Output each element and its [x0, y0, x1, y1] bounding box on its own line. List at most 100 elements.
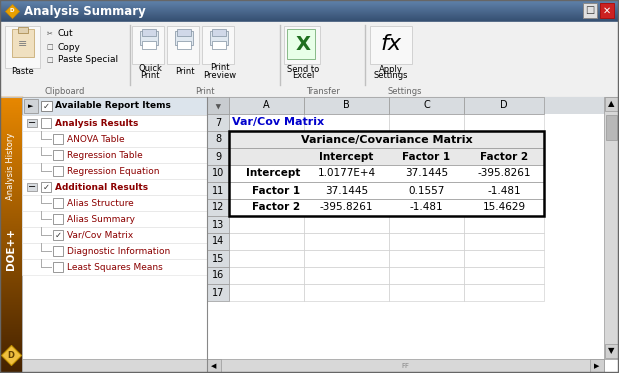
Bar: [389, 148, 464, 165]
Bar: [207, 267, 229, 284]
Bar: [229, 216, 304, 233]
Text: □: □: [46, 44, 53, 50]
Bar: [229, 131, 544, 216]
Text: Print: Print: [210, 63, 230, 72]
Text: Intercept: Intercept: [319, 151, 374, 162]
Bar: [132, 26, 164, 64]
Text: 17: 17: [212, 288, 224, 298]
Bar: [370, 26, 412, 64]
Text: 10: 10: [212, 169, 224, 179]
Bar: [22, 97, 207, 373]
Text: 0.1557: 0.1557: [409, 185, 444, 195]
Bar: [464, 165, 544, 182]
Text: Var/Cov Matrix: Var/Cov Matrix: [67, 231, 133, 239]
Bar: [167, 26, 199, 64]
Text: 15: 15: [212, 254, 224, 263]
Bar: [464, 97, 544, 114]
Bar: [22, 97, 207, 115]
Bar: [207, 148, 229, 165]
Bar: [27, 183, 37, 191]
Bar: [210, 31, 228, 45]
Bar: [229, 284, 304, 301]
Bar: [605, 97, 618, 111]
Text: Factor 1: Factor 1: [402, 151, 451, 162]
Text: 1.0177E+4: 1.0177E+4: [318, 169, 376, 179]
Bar: [389, 250, 464, 267]
Bar: [41, 101, 52, 111]
Bar: [229, 97, 304, 114]
Bar: [583, 3, 597, 18]
Bar: [53, 230, 63, 240]
Bar: [53, 198, 63, 208]
Bar: [177, 41, 191, 49]
Text: Settings: Settings: [374, 72, 409, 81]
Bar: [229, 131, 544, 148]
Bar: [207, 216, 229, 233]
Bar: [53, 134, 63, 144]
Text: Quick: Quick: [138, 63, 162, 72]
Bar: [22, 259, 207, 275]
Bar: [53, 214, 63, 224]
Bar: [605, 344, 618, 358]
Bar: [207, 114, 229, 131]
Text: Clipboard: Clipboard: [45, 88, 85, 97]
Text: Print: Print: [141, 70, 160, 79]
Text: -1.481: -1.481: [410, 203, 443, 213]
Bar: [140, 31, 158, 45]
Bar: [229, 131, 304, 148]
Text: ▼: ▼: [608, 347, 614, 355]
Text: ✂: ✂: [47, 31, 53, 37]
Text: ✕: ✕: [603, 6, 611, 16]
Bar: [207, 359, 604, 373]
Text: ▲: ▲: [215, 102, 221, 108]
Bar: [53, 166, 63, 176]
Text: ►: ►: [28, 103, 33, 109]
Bar: [41, 118, 51, 128]
Text: −: −: [28, 118, 36, 128]
Text: Alias Summary: Alias Summary: [67, 214, 135, 223]
Bar: [464, 131, 544, 148]
Text: Analysis Results: Analysis Results: [55, 119, 139, 128]
Bar: [207, 199, 229, 216]
Text: B: B: [343, 100, 350, 110]
Text: -395.8261: -395.8261: [320, 203, 373, 213]
Text: -395.8261: -395.8261: [477, 169, 530, 179]
Bar: [464, 267, 544, 284]
Text: Analysis Summary: Analysis Summary: [24, 4, 145, 18]
Bar: [229, 182, 544, 199]
Bar: [606, 115, 617, 140]
Bar: [24, 99, 38, 113]
Text: Diagnostic Information: Diagnostic Information: [67, 247, 170, 256]
Bar: [389, 165, 464, 182]
Bar: [304, 199, 389, 216]
Text: 12: 12: [212, 203, 224, 213]
Text: 37.1445: 37.1445: [325, 185, 368, 195]
Bar: [389, 233, 464, 250]
Bar: [590, 359, 604, 373]
Bar: [229, 148, 544, 165]
Text: −: −: [28, 182, 36, 192]
Bar: [229, 148, 304, 165]
Text: ✓: ✓: [43, 101, 50, 110]
Text: C: C: [423, 100, 430, 110]
Bar: [600, 3, 614, 18]
Bar: [604, 97, 619, 359]
Bar: [207, 97, 619, 373]
Bar: [389, 284, 464, 301]
Bar: [304, 148, 389, 165]
Bar: [304, 250, 389, 267]
Text: fx: fx: [381, 34, 402, 54]
Bar: [207, 131, 229, 148]
Bar: [304, 182, 389, 199]
Text: □: □: [586, 6, 595, 16]
Bar: [464, 216, 544, 233]
Text: Cut: Cut: [58, 29, 74, 38]
Text: Factor 2: Factor 2: [252, 203, 300, 213]
Text: ≡: ≡: [19, 39, 28, 49]
Text: DOE++: DOE++: [6, 228, 16, 270]
Bar: [304, 131, 389, 148]
Text: Available Report Items: Available Report Items: [55, 101, 171, 110]
Text: A: A: [263, 100, 270, 110]
Text: Factor 2: Factor 2: [480, 151, 528, 162]
Bar: [22, 211, 207, 227]
